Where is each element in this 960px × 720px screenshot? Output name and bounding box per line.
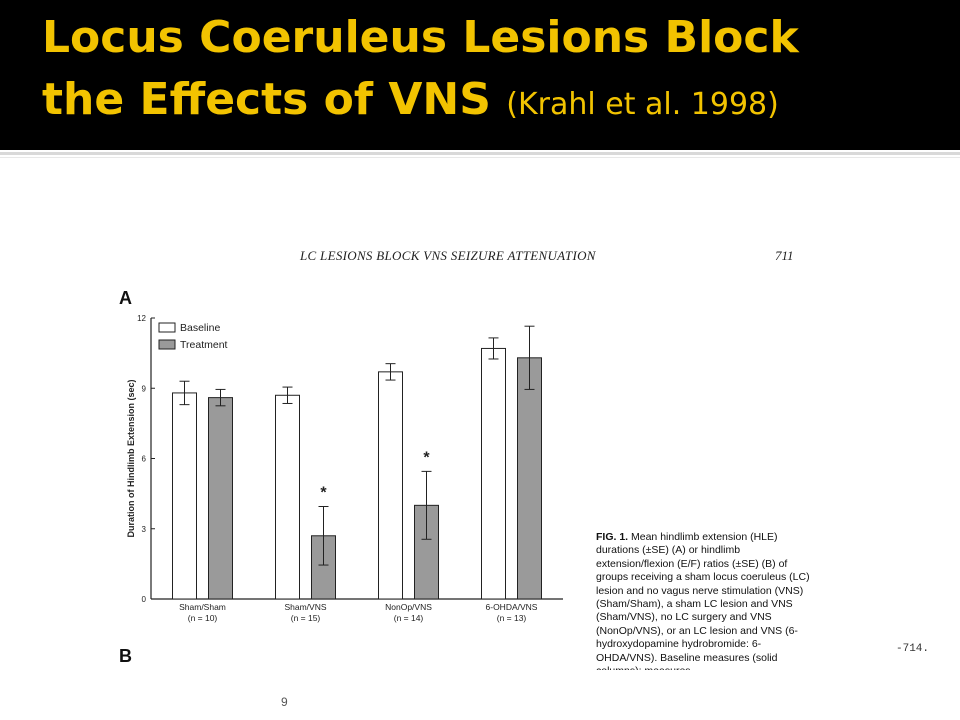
figure-caption: FIG. 1. Mean hindlimb extension (HLE) du… — [596, 531, 816, 670]
y-tick-label: 12 — [137, 314, 146, 323]
panel-label-a: A — [119, 288, 132, 308]
title-divider-thin — [0, 157, 960, 158]
y-axis-label: Duration of Hindlimb Extension (sec) — [126, 379, 136, 537]
scanned-figure: LC LESIONS BLOCK VNS SEIZURE ATTENUATION… — [113, 238, 820, 670]
x-category-n: (n = 13) — [497, 613, 527, 623]
y-tick-label: 3 — [142, 525, 147, 534]
slide-title-citation: (Krahl et al. 1998) — [506, 87, 779, 122]
legend-swatch — [158, 322, 176, 333]
x-category-n: (n = 15) — [291, 613, 321, 623]
x-category-n: (n = 10) — [188, 613, 218, 623]
legend-label: Baseline — [180, 322, 220, 334]
y-tick-label: 0 — [142, 595, 147, 604]
scan-page-number: 711 — [775, 248, 794, 263]
bar-baseline — [481, 347, 506, 600]
significance-marker: * — [423, 449, 430, 466]
bar-baseline — [275, 394, 300, 600]
x-category-label: NonOp/VNS — [385, 602, 432, 612]
slide-title-line-1: Locus Coeruleus Lesions Block — [42, 12, 799, 63]
title-bar: Locus Coeruleus Lesions Block the Effect… — [0, 0, 960, 150]
x-category-n: (n = 14) — [394, 613, 424, 623]
bar-baseline — [172, 392, 197, 600]
slide-number: 9 — [281, 695, 288, 709]
y-tick-label: 9 — [142, 384, 147, 393]
legend-label: Treatment — [180, 339, 228, 351]
x-category-label: Sham/Sham — [179, 602, 226, 612]
panel-label-b: B — [119, 646, 132, 666]
title-divider — [0, 152, 960, 155]
caption-text: Mean hindlimb extension (HLE) durations … — [596, 531, 810, 670]
stray-text: -714. — [896, 643, 930, 655]
bar-chart: 0 3 6 9 12 Duration of Hindlimb Extension (se… — [126, 314, 563, 623]
legend-swatch — [158, 339, 176, 350]
scan-page-header: LC LESIONS BLOCK VNS SEIZURE ATTENUATION — [300, 248, 596, 263]
bar-treatment — [517, 357, 542, 600]
slide-title-main: the Effects of VNS — [42, 74, 491, 125]
bar-treatment — [414, 504, 439, 600]
y-tick-label: 6 — [142, 455, 147, 464]
bar-treatment — [208, 397, 233, 600]
x-category-label: Sham/VNS — [284, 602, 326, 612]
significance-marker: * — [320, 485, 327, 502]
x-category-label: 6-OHDA/VNS — [486, 602, 538, 612]
caption-lead: FIG. 1. — [596, 531, 629, 543]
bar-baseline — [378, 371, 403, 600]
slide-title-line-2: the Effects of VNS (Krahl et al. 1998) — [42, 74, 779, 125]
